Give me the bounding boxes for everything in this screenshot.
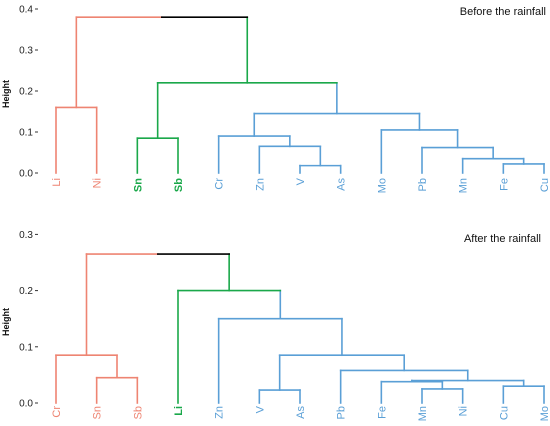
leaf-label-sn: Sn [92, 406, 104, 419]
y-tick-label: 0.2 [19, 286, 33, 297]
leaf-label-fe: Fe [498, 178, 510, 191]
dendrogram-panel-after: 0.0 0.1 0.2 0.3 Cr Sn Sb Li Zn V As Pb Fe Mn Ni Cu Mo A… [1, 230, 550, 421]
y-tick-label: 0.0 [19, 399, 33, 410]
y-tick-label: 0.2 [19, 87, 33, 98]
y-axis: 0.0 0.1 0.2 0.3 [19, 230, 38, 410]
y-axis-title: Height [1, 80, 11, 108]
leaf-label-pb: Pb [417, 178, 429, 191]
leaf-label-zn: Zn [254, 178, 266, 191]
leaf-label-as: As [295, 406, 307, 419]
leaf-label-li: Li [51, 178, 63, 187]
y-tick-label: 0.0 [19, 169, 33, 180]
y-tick-label: 0.3 [19, 46, 33, 57]
leaf-label-as: As [336, 178, 348, 191]
dendrogram-panel-before: 0.0 0.1 0.2 0.3 0.4 Li Ni Sn Sb Cr Zn V As Mo Pb Mn Fe C… [1, 5, 550, 194]
leaf-label-cr: Cr [214, 178, 226, 190]
branch-lines [55, 253, 545, 404]
leaf-labels: Cr Sn Sb Li Zn V As Pb Fe Mn Ni Cu Mo [51, 405, 550, 421]
y-tick-label: 0.4 [19, 5, 33, 16]
leaf-label-ni: Ni [458, 406, 470, 416]
y-axis: 0.0 0.1 0.2 0.3 0.4 [19, 5, 38, 180]
y-tick-label: 0.1 [19, 128, 33, 139]
y-axis-title: Height [1, 308, 11, 336]
leaf-label-pb: Pb [336, 406, 348, 419]
leaf-label-sb: Sb [173, 178, 185, 192]
branch-lines [55, 16, 545, 174]
leaf-label-cr: Cr [51, 406, 63, 418]
leaf-label-sb: Sb [132, 406, 144, 419]
y-tick-label: 0.3 [19, 230, 33, 241]
leaf-label-v: V [295, 177, 307, 185]
leaf-label-cu: Cu [539, 178, 550, 192]
leaf-label-fe: Fe [376, 406, 388, 419]
leaf-label-mn: Mn [458, 178, 470, 193]
leaf-label-li: Li [173, 406, 185, 416]
panel-title: After the rainfall [464, 233, 541, 245]
leaf-labels: Li Ni Sn Sb Cr Zn V As Mo Pb Mn Fe Cu [51, 177, 550, 193]
leaf-label-mo: Mo [539, 406, 550, 421]
panel-title: Before the rainfall [460, 6, 546, 18]
leaf-label-v: V [254, 405, 266, 413]
y-tick-label: 0.1 [19, 342, 33, 353]
leaf-label-ni: Ni [92, 178, 104, 188]
leaf-label-mo: Mo [376, 178, 388, 193]
leaf-label-cu: Cu [498, 406, 510, 420]
leaf-label-zn: Zn [214, 406, 226, 419]
leaf-label-sn: Sn [132, 178, 144, 192]
leaf-label-mn: Mn [417, 406, 429, 421]
